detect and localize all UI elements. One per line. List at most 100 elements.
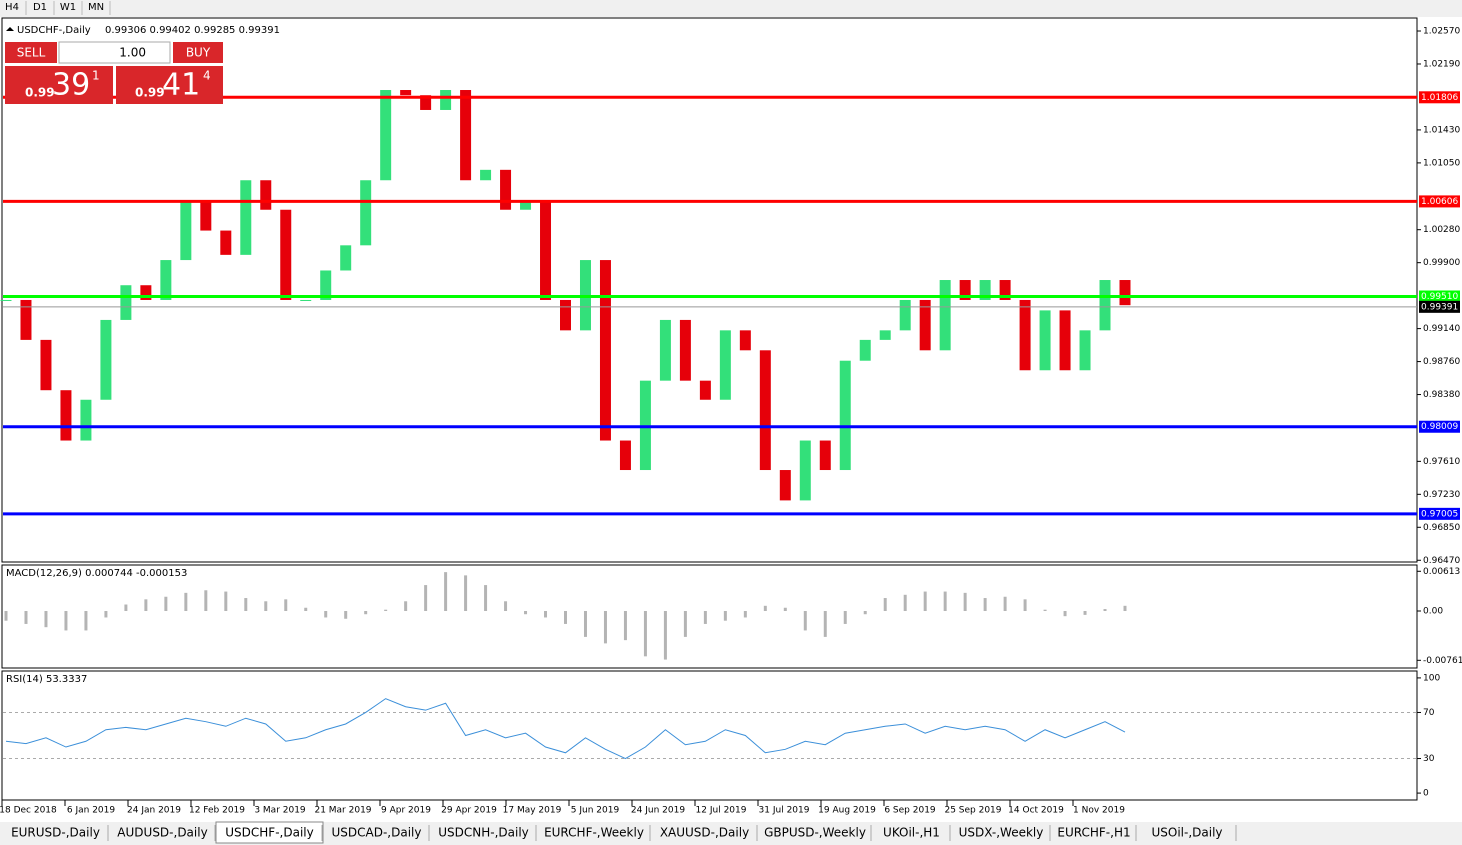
timeframe-button[interactable]: MN: [88, 2, 104, 13]
candle: [300, 299, 312, 301]
candle: [819, 440, 831, 471]
candle: [120, 285, 132, 320]
candle: [140, 285, 152, 300]
candle: [899, 299, 911, 331]
candle: [320, 270, 332, 300]
sell-button[interactable]: [5, 42, 57, 63]
trade-panel: SELL 1.00 BUY 0.99 39 1 0.99 41 4: [5, 41, 223, 104]
candle: [659, 319, 671, 381]
level-label: 1.00606: [1421, 197, 1458, 207]
y-tick-label: 30: [1423, 754, 1435, 764]
bid-box[interactable]: [5, 66, 113, 104]
candle: [80, 399, 92, 441]
y-tick-label: 1.01050: [1423, 158, 1460, 168]
y-tick-label: 1.01430: [1423, 125, 1460, 135]
chart-tab[interactable]: GBPUSD-,Weekly: [764, 826, 866, 840]
level-label: 0.97005: [1421, 509, 1458, 519]
y-tick-label: 70: [1423, 708, 1435, 718]
x-tick-label: 5 Jun 2019: [571, 806, 620, 816]
buy-button[interactable]: [173, 42, 223, 63]
x-tick-label: 12 Jul 2019: [696, 806, 747, 816]
ask-box[interactable]: [116, 66, 223, 104]
y-tick-label: 0.97610: [1423, 457, 1460, 467]
y-tick-label: 0.97230: [1423, 490, 1460, 500]
candle: [480, 169, 492, 181]
ask-pips: 41: [162, 68, 200, 103]
bid-pips: 39: [52, 68, 90, 103]
x-tick-label: 19 Aug 2019: [818, 806, 876, 816]
y-tick-label: 0.00: [1423, 606, 1443, 616]
collapse-icon: [6, 27, 14, 31]
x-tick-label: 14 Oct 2019: [1008, 806, 1064, 816]
timeframe-button[interactable]: W1: [60, 2, 76, 13]
active-tab: [215, 821, 324, 844]
candle: [1119, 280, 1131, 306]
sell-label: SELL: [17, 46, 46, 60]
lot-field[interactable]: [58, 41, 171, 64]
candle: [1099, 280, 1111, 331]
candle: [520, 200, 532, 210]
rsi-line: [5, 698, 1126, 760]
chart-tab[interactable]: EURCHF-,Weekly: [544, 826, 644, 840]
candle: [799, 440, 811, 501]
x-tick-label: 3 Mar 2019: [254, 806, 306, 816]
candle: [240, 180, 252, 255]
macd-panel: [1, 564, 1418, 669]
chart-tab[interactable]: AUDUSD-,Daily: [117, 826, 207, 840]
candle: [1059, 310, 1071, 371]
candle: [879, 330, 891, 340]
timeframe-button[interactable]: H4: [5, 2, 19, 13]
tabs-bg: [0, 822, 1462, 845]
chart-tab[interactable]: USDX-,Weekly: [959, 826, 1044, 840]
y-tick-label: 0: [1423, 789, 1429, 799]
chart-title: USDCHF-,Daily: [17, 25, 91, 36]
candle: [420, 95, 432, 110]
x-tick-label: 25 Sep 2019: [944, 806, 1001, 816]
candle: [400, 90, 412, 96]
chart-tab[interactable]: EURCHF-,H1: [1057, 826, 1130, 840]
bid-big: 0.99: [25, 86, 55, 100]
candle: [779, 470, 791, 501]
candle: [599, 260, 611, 441]
x-tick-label: 9 Apr 2019: [381, 806, 431, 816]
level-label: 0.98009: [1421, 422, 1458, 432]
chart-tab[interactable]: USDCAD-,Daily: [332, 826, 422, 840]
chart-tab[interactable]: USOil-,Daily: [1151, 826, 1222, 840]
candle: [200, 200, 212, 231]
candle: [280, 209, 292, 300]
ohlc-text: 0.99306 0.99402 0.99285 0.99391: [105, 25, 280, 36]
rsi-title: RSI(14) 53.3337: [6, 674, 87, 685]
x-tick-label: 24 Jun 2019: [631, 806, 685, 816]
lot-value: 1.00: [119, 46, 146, 60]
chart-tab[interactable]: USDCNH-,Daily: [438, 826, 529, 840]
buy-label: BUY: [186, 46, 211, 60]
x-tick-label: 6 Jan 2019: [67, 806, 115, 816]
candle: [979, 280, 991, 300]
x-tick-label: 31 Jul 2019: [759, 806, 810, 816]
y-tick-label: 1.02570: [1423, 27, 1460, 37]
level-label: 1.01806: [1421, 93, 1458, 103]
candle: [160, 260, 172, 300]
candle: [0, 299, 12, 301]
x-tick-label: 21 Mar 2019: [314, 806, 371, 816]
candle: [380, 90, 392, 181]
candle: [839, 360, 851, 471]
chart-tab[interactable]: XAUUSD-,Daily: [660, 826, 749, 840]
y-tick-label: 0.96470: [1423, 556, 1460, 566]
candle: [60, 390, 72, 441]
candle: [939, 280, 951, 351]
chart-tab[interactable]: UKOil-,H1: [883, 826, 940, 840]
candle: [180, 200, 192, 261]
chart-tab[interactable]: EURUSD-,Daily: [11, 826, 100, 840]
x-tick-label: 1 Nov 2019: [1073, 806, 1125, 816]
bid-frac: 1: [92, 69, 100, 83]
timeframe-button[interactable]: D1: [33, 2, 47, 13]
candle: [1079, 330, 1091, 371]
candle: [619, 440, 631, 471]
candle: [360, 180, 372, 246]
candle: [220, 230, 232, 255]
level-label-bg: [1419, 420, 1460, 433]
candle: [679, 319, 691, 381]
chart-tab[interactable]: USDCHF-,Daily: [225, 826, 313, 840]
candle: [260, 180, 272, 210]
